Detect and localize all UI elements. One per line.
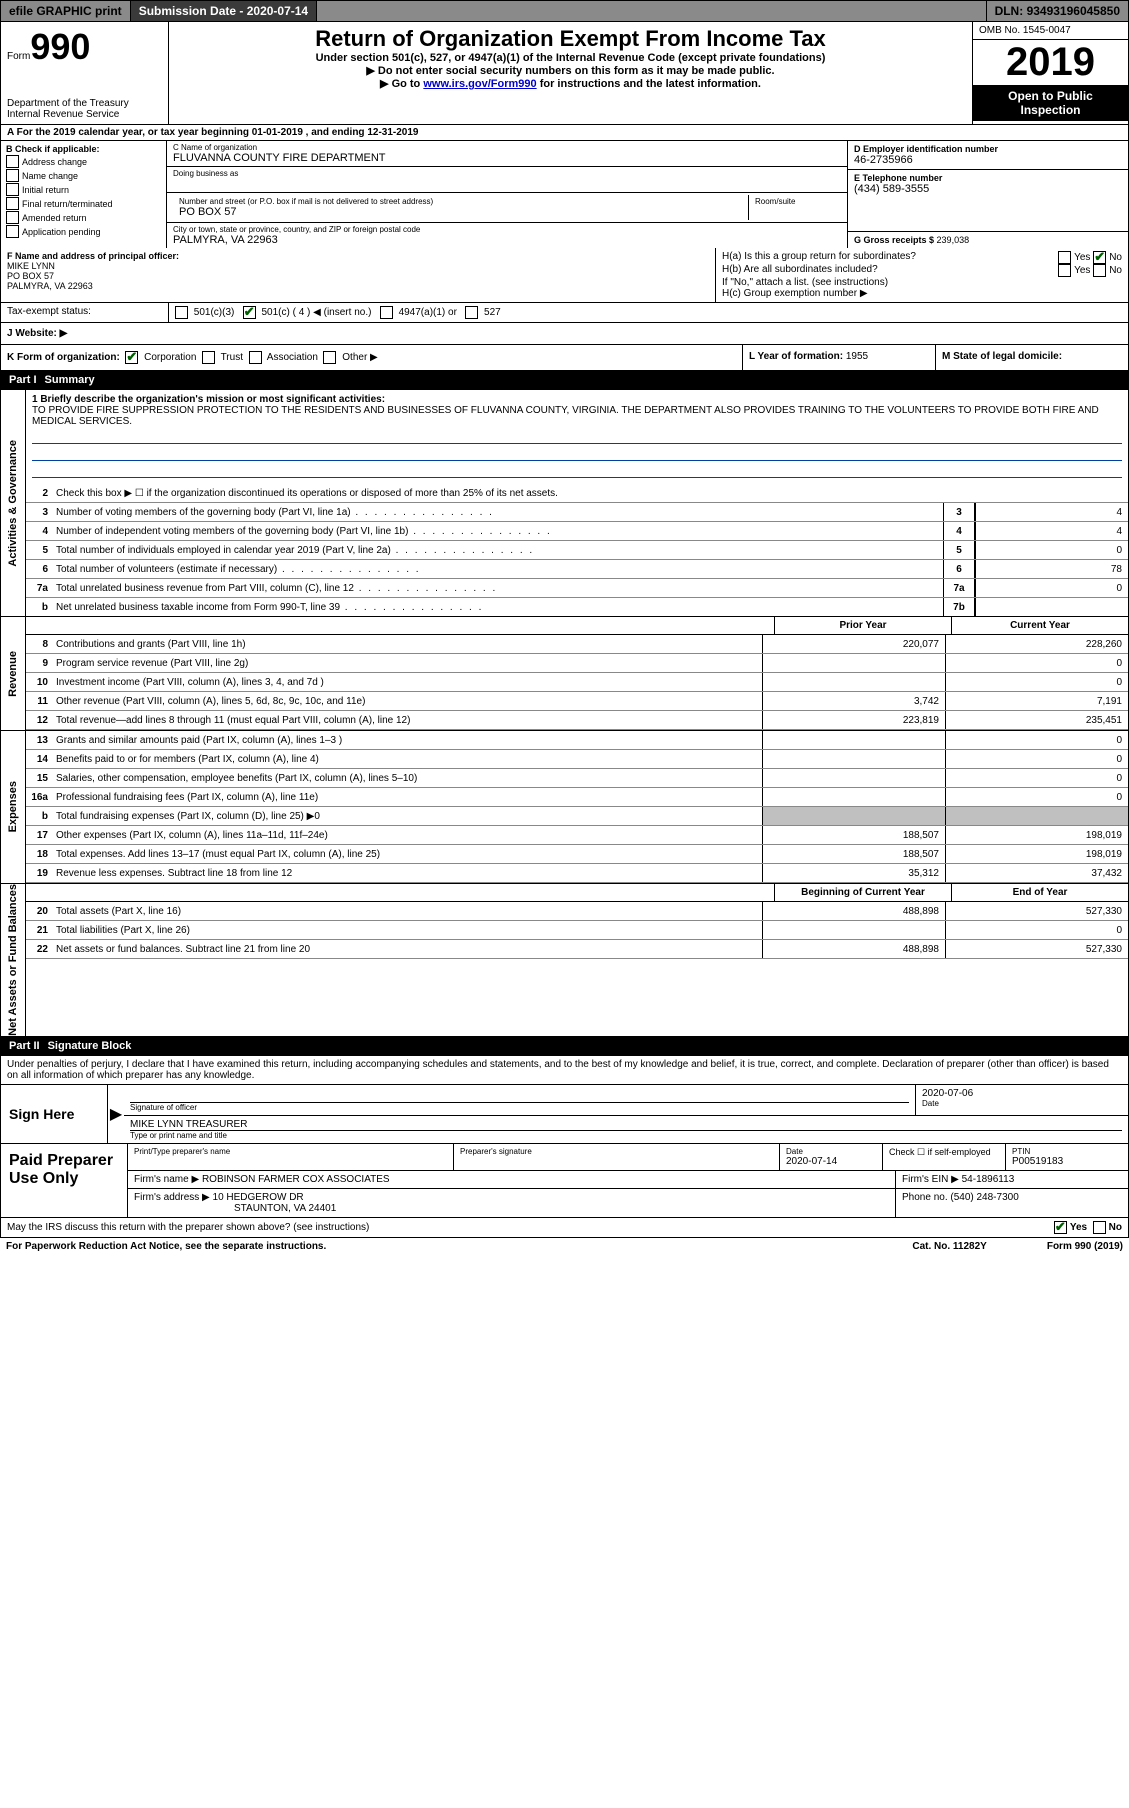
summary-line: 20Total assets (Part X, line 16)488,8985…	[26, 902, 1128, 921]
vlabel-expenses: Expenses	[1, 731, 26, 883]
efile-label[interactable]: efile GRAPHIC print	[1, 1, 131, 21]
vlabel-revenue: Revenue	[1, 617, 26, 730]
summary-line: 8Contributions and grants (Part VIII, li…	[26, 635, 1128, 654]
summary-line: 10Investment income (Part VIII, column (…	[26, 673, 1128, 692]
form-of-org: K Form of organization: Corporation Trus…	[1, 345, 743, 370]
irs-link[interactable]: www.irs.gov/Form990	[423, 78, 536, 90]
telephone: (434) 589-3555	[854, 183, 1122, 195]
submission-date[interactable]: Submission Date - 2020-07-14	[131, 1, 317, 21]
pra-notice: For Paperwork Reduction Act Notice, see …	[6, 1241, 326, 1252]
website-row: J Website: ▶	[0, 323, 1129, 345]
org-city: PALMYRA, VA 22963	[173, 234, 841, 246]
ag-line: bNet unrelated business taxable income f…	[26, 598, 1128, 616]
summary-line: 11Other revenue (Part VIII, column (A), …	[26, 692, 1128, 711]
ag-line: 2Check this box ▶ ☐ if the organization …	[26, 484, 1128, 503]
form-title: Return of Organization Exempt From Incom…	[173, 26, 968, 52]
ein: 46-2735966	[854, 154, 1122, 166]
year-formation: L Year of formation: 1955	[743, 345, 936, 370]
omb-number: OMB No. 1545-0047	[973, 22, 1128, 40]
ptin: P00519183	[1012, 1156, 1122, 1167]
vlabel-netassets: Net Assets or Fund Balances	[1, 884, 26, 1036]
declaration: Under penalties of perjury, I declare th…	[1, 1056, 1128, 1084]
col-c-org: C Name of organization FLUVANNA COUNTY F…	[167, 141, 847, 248]
form-title-block: Return of Organization Exempt From Incom…	[169, 22, 973, 124]
tax-exempt-label: Tax-exempt status:	[1, 303, 169, 322]
dln: DLN: 93493196045850	[986, 1, 1128, 21]
officer-name: MIKE LYNN TREASURER	[130, 1119, 1122, 1131]
org-name: FLUVANNA COUNTY FIRE DEPARTMENT	[173, 152, 841, 164]
form-id: Form990 Department of the Treasury Inter…	[1, 22, 169, 124]
firm-name: ROBINSON FARMER COX ASSOCIATES	[202, 1174, 390, 1185]
header: Form990 Department of the Treasury Inter…	[0, 22, 1129, 125]
col-d: D Employer identification number 46-2735…	[847, 141, 1128, 248]
cat-no: Cat. No. 11282Y	[912, 1241, 986, 1252]
firm-ein: 54-1896113	[962, 1174, 1015, 1185]
ag-line: 5Total number of individuals employed in…	[26, 541, 1128, 560]
arrow-icon: ▶	[108, 1085, 124, 1143]
state-domicile: M State of legal domicile:	[936, 345, 1128, 370]
summary-line: 12Total revenue—add lines 8 through 11 (…	[26, 711, 1128, 730]
group-return: H(a) Is this a group return for subordin…	[716, 248, 1128, 302]
summary-line: 18Total expenses. Add lines 13–17 (must …	[26, 845, 1128, 864]
summary-line: 19Revenue less expenses. Subtract line 1…	[26, 864, 1128, 883]
col-b-checkboxes: B Check if applicable: Address change Na…	[1, 141, 167, 248]
vlabel-activities: Activities & Governance	[1, 390, 26, 616]
summary-line: 9Program service revenue (Part VIII, lin…	[26, 654, 1128, 673]
ag-line: 6Total number of volunteers (estimate if…	[26, 560, 1128, 579]
summary-line: 16aProfessional fundraising fees (Part I…	[26, 788, 1128, 807]
form-footer: Form 990 (2019)	[1047, 1241, 1123, 1252]
part2-header: Part II Signature Block	[0, 1037, 1129, 1056]
firm-phone: (540) 248-7300	[950, 1192, 1018, 1203]
part1-header: Part I Summary	[0, 371, 1129, 390]
sig-date: 2020-07-06	[922, 1088, 1122, 1099]
principal-officer: F Name and address of principal officer:…	[1, 248, 716, 302]
ag-line: 4Number of independent voting members of…	[26, 522, 1128, 541]
summary-line: 15Salaries, other compensation, employee…	[26, 769, 1128, 788]
mission-text: TO PROVIDE FIRE SUPPRESSION PROTECTION T…	[32, 405, 1122, 427]
header-right: OMB No. 1545-0047 2019 Open to Public In…	[973, 22, 1128, 124]
discuss-row: May the IRS discuss this return with the…	[0, 1218, 1129, 1238]
gross-receipts: 239,038	[937, 235, 970, 245]
dept-treasury: Department of the Treasury Internal Reve…	[7, 98, 162, 120]
summary-line: 13Grants and similar amounts paid (Part …	[26, 731, 1128, 750]
topbar: efile GRAPHIC print Submission Date - 20…	[0, 0, 1129, 22]
summary-line: 21Total liabilities (Part X, line 26)0	[26, 921, 1128, 940]
mission-block: 1 Briefly describe the organization's mi…	[26, 390, 1128, 484]
ag-line: 7aTotal unrelated business revenue from …	[26, 579, 1128, 598]
sign-here-label: Sign Here	[1, 1085, 108, 1143]
summary-line: bTotal fundraising expenses (Part IX, co…	[26, 807, 1128, 826]
summary-line: 22Net assets or fund balances. Subtract …	[26, 940, 1128, 959]
open-to-public: Open to Public Inspection	[973, 85, 1128, 121]
tax-year: 2019	[973, 40, 1128, 85]
paid-preparer-label: Paid Preparer Use Only	[1, 1144, 128, 1217]
org-address: PO BOX 57	[179, 206, 742, 218]
tax-exempt-status: 501(c)(3) 501(c) ( 4 ) ◀ (insert no.) 49…	[169, 303, 1128, 322]
ag-line: 3Number of voting members of the governi…	[26, 503, 1128, 522]
row-a-period: A For the 2019 calendar year, or tax yea…	[0, 125, 1129, 141]
summary-line: 14Benefits paid to or for members (Part …	[26, 750, 1128, 769]
summary-line: 17Other expenses (Part IX, column (A), l…	[26, 826, 1128, 845]
